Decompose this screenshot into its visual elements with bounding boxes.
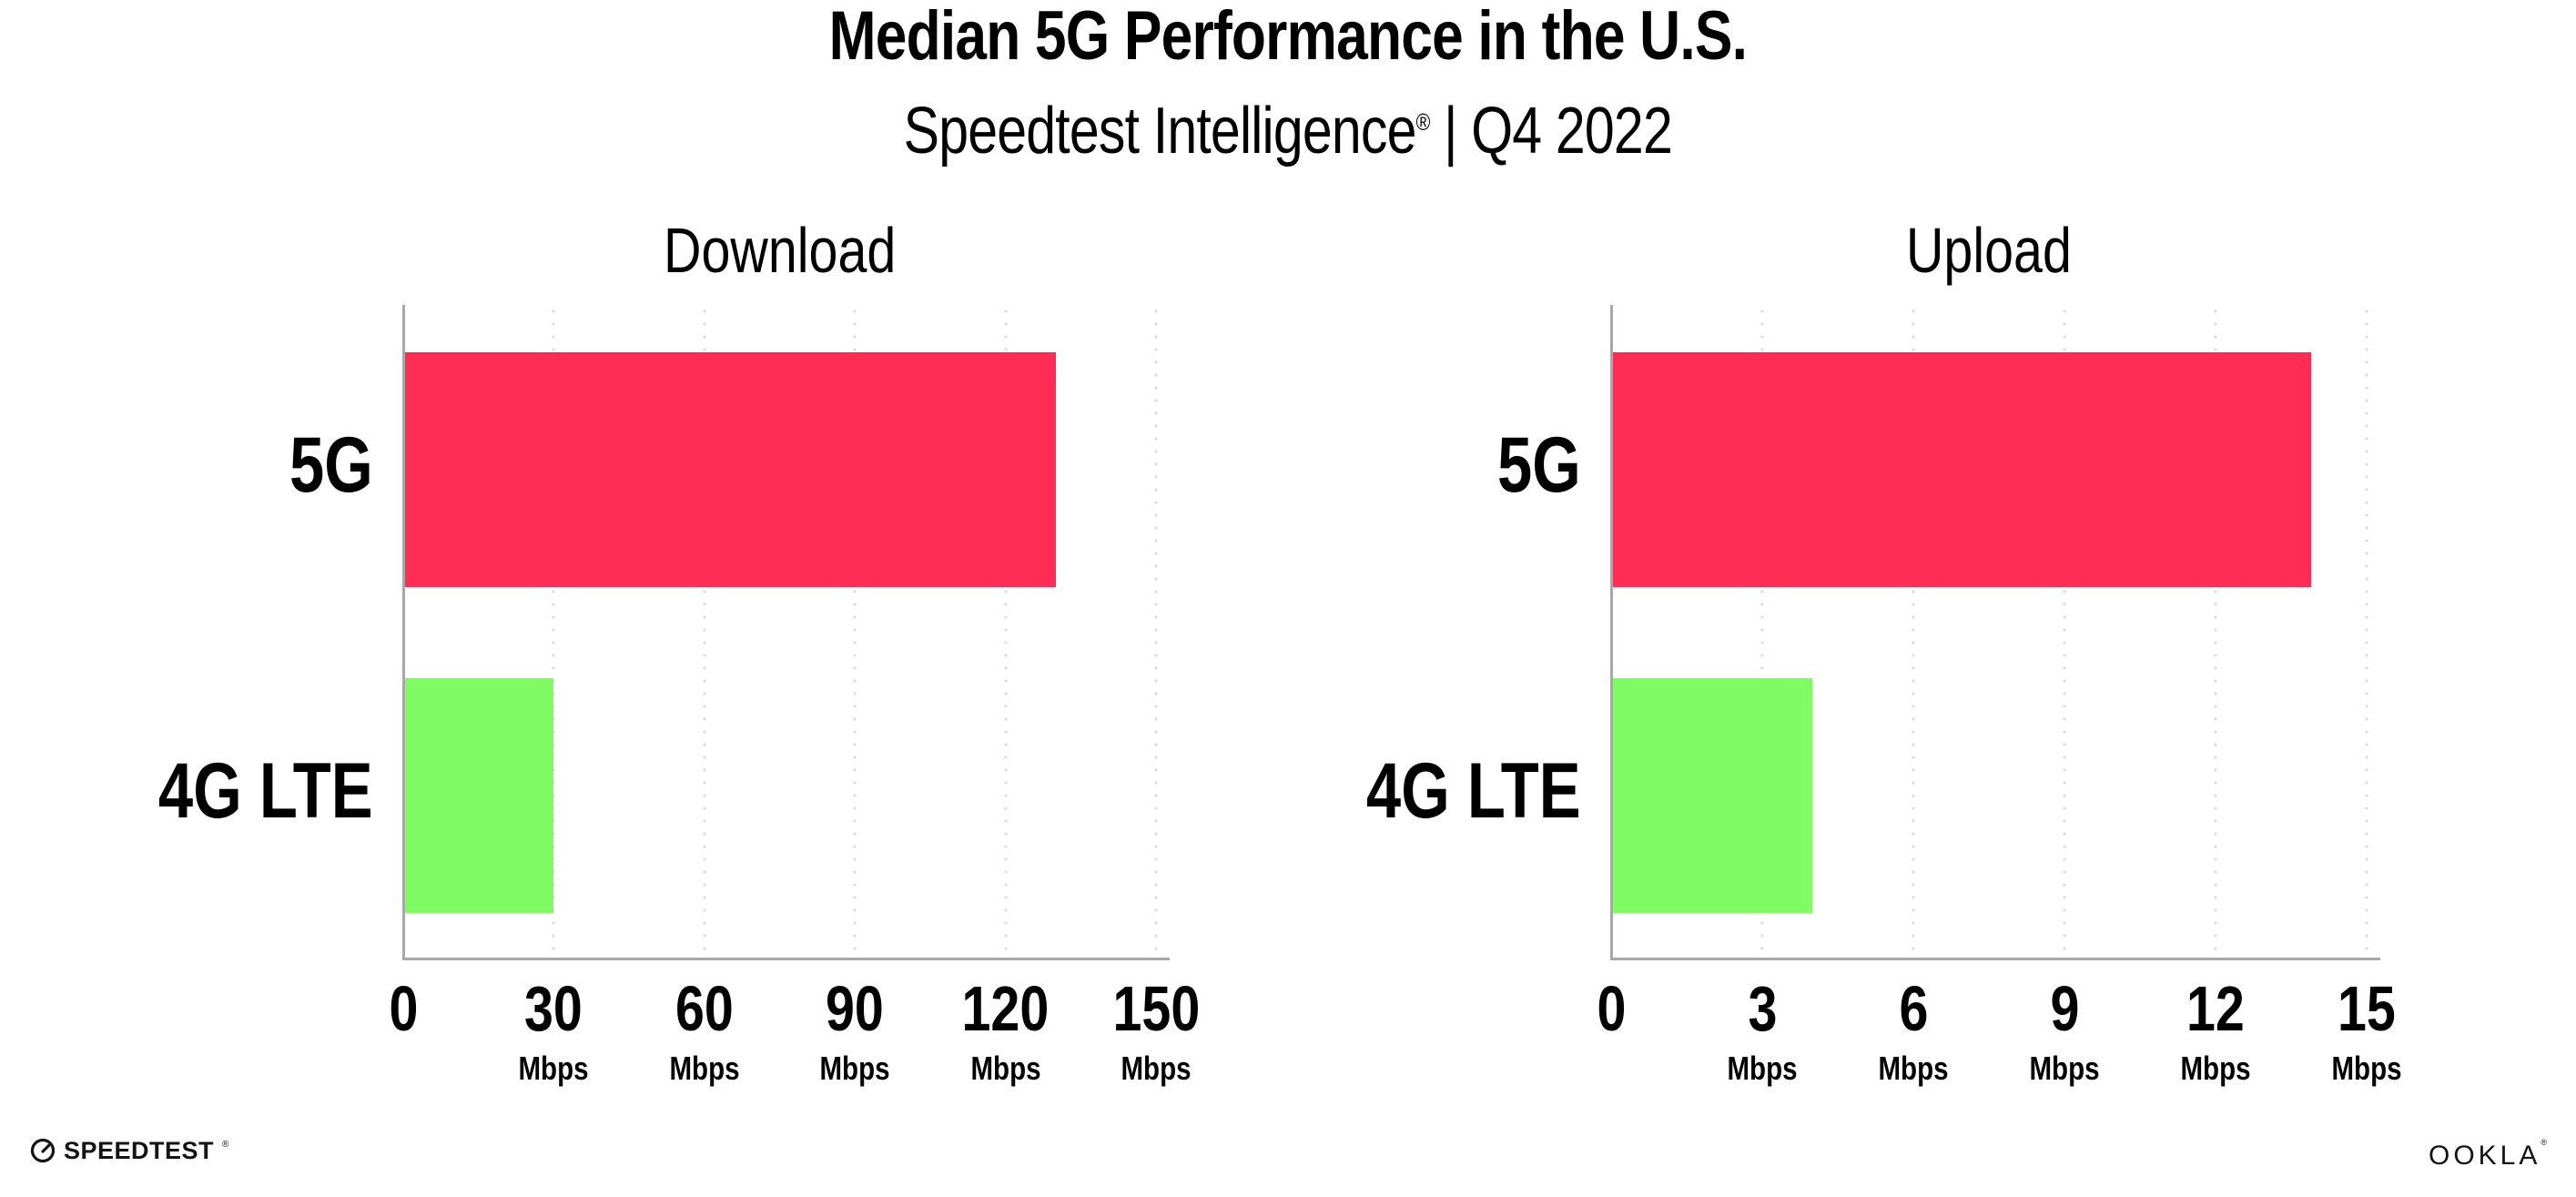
gridline [2214, 305, 2217, 959]
y-axis-spine [1610, 305, 1613, 959]
tick-unit-text: Mbps [2180, 1050, 2251, 1087]
tick-value: 15 [2230, 977, 2503, 1040]
tick-value: 90 [718, 977, 991, 1040]
x-axis-line [402, 958, 1170, 960]
speedtest-wordmark: SPEEDTEST [64, 1136, 215, 1164]
tick-unit: Mbps [869, 1052, 1142, 1085]
category-label-4g-lte: 4G LTE [105, 752, 373, 830]
figure-subtitle: Speedtest Intelligence® | Q4 2022 [0, 98, 2576, 164]
tick-value: 120 [869, 977, 1142, 1040]
tick-unit-text: Mbps [1878, 1050, 1949, 1087]
gridline [2063, 305, 2066, 959]
category-label-text: 4G LTE [158, 747, 373, 835]
gridline [2365, 305, 2368, 959]
category-label-5g: 5G [269, 426, 373, 504]
subtitle-brand: Speedtest Intelligence [903, 95, 1417, 167]
category-label-5g: 5G [1476, 426, 1581, 504]
tick-unit-text: Mbps [2331, 1050, 2402, 1087]
chart-title: Download [403, 218, 1156, 282]
4g-lte-bar [1611, 678, 1813, 913]
category-label-text: 5G [289, 421, 373, 509]
tick-unit-text: Mbps [2029, 1050, 2100, 1087]
speedtest-gauge-icon [30, 1138, 56, 1163]
figure-title-text: Median 5G Performance in the U.S. [828, 0, 1748, 75]
tick-unit-text: Mbps [1121, 1050, 1192, 1087]
x-axis-line [1610, 958, 2380, 960]
tick-value: 3 [1626, 977, 1899, 1040]
4g-lte-bar [403, 678, 554, 913]
tick-value-text: 0 [1597, 973, 1626, 1044]
ookla-wordmark: OOKLA [2428, 1141, 2541, 1171]
tick-unit-text: Mbps [970, 1050, 1041, 1087]
chart-title-text: Download [663, 215, 897, 286]
figure-subtitle-text: Speedtest Intelligence® | Q4 2022 [903, 95, 1673, 167]
tick-value-text: 3 [1748, 973, 1777, 1044]
5g-bar [403, 352, 1056, 587]
category-label-text: 5G [1497, 421, 1581, 509]
tick-unit: Mbps [2230, 1052, 2503, 1085]
tick-unit: Mbps [568, 1052, 841, 1085]
subtitle-quarter: | Q4 2022 [1429, 95, 1673, 167]
tick-value: 150 [1019, 977, 1293, 1040]
tick-unit: Mbps [2079, 1052, 2352, 1085]
gridline [1912, 305, 1915, 959]
tick-value: 12 [2079, 977, 2352, 1040]
tick-unit: Mbps [417, 1052, 690, 1085]
tick-value-text: 30 [524, 973, 583, 1044]
category-label-4g-lte: 4G LTE [1313, 752, 1581, 830]
upload-chart: Upload 5G 4G LTE 0 3 Mbps 6 Mbps 9 Mbps 12 Mbps 15 Mb… [1366, 218, 2401, 1085]
tick-value-text: 15 [2338, 973, 2396, 1044]
ookla-logo: OOKLA® [2428, 1139, 2547, 1171]
tick-value-text: 60 [674, 973, 734, 1044]
gridline [1003, 305, 1008, 959]
category-label-text: 4G LTE [1366, 747, 1581, 835]
tick-value-text: 6 [1899, 973, 1928, 1044]
speedtest-registered-icon: ® [222, 1139, 229, 1150]
tick-unit: Mbps [1626, 1052, 1899, 1085]
tick-unit: Mbps [1928, 1052, 2201, 1085]
tick-value-text: 9 [2050, 973, 2079, 1044]
5g-bar [1611, 352, 2312, 587]
gridline [1154, 305, 1158, 959]
speedtest-logo: SPEEDTEST ® [30, 1138, 228, 1163]
tick-value: 0 [1475, 977, 1748, 1040]
tick-value: 0 [267, 977, 540, 1040]
y-axis-spine [402, 305, 405, 959]
tick-unit-text: Mbps [518, 1050, 589, 1087]
tick-value: 6 [1777, 977, 2050, 1040]
gridline [853, 305, 857, 959]
gridline [1760, 305, 1764, 959]
tick-unit-text: Mbps [669, 1050, 740, 1087]
gridline [702, 305, 706, 959]
tick-unit: Mbps [1777, 1052, 2050, 1085]
gridline [552, 305, 556, 959]
download-chart: Download 5G 4G LTE 0 30 Mbps 60 Mbps 90 Mbps 120 Mb… [158, 218, 1200, 1085]
ookla-registered-icon: ® [2541, 1138, 2547, 1147]
tick-value-text: 120 [961, 973, 1050, 1044]
figure-title: Median 5G Performance in the U.S. [0, 2, 2576, 71]
tick-unit-text: Mbps [819, 1050, 890, 1087]
tick-value: 60 [568, 977, 841, 1040]
chart-title-text: Upload [1906, 215, 2072, 286]
tick-unit: Mbps [718, 1052, 991, 1085]
tick-value-text: 90 [826, 973, 885, 1044]
tick-value: 9 [1928, 977, 2201, 1040]
tick-value: 30 [417, 977, 690, 1040]
tick-unit: Mbps [1019, 1052, 1293, 1085]
tick-unit-text: Mbps [1727, 1050, 1798, 1087]
chart-title: Upload [1611, 218, 2367, 282]
tick-value-text: 12 [2186, 973, 2245, 1044]
tick-value-text: 150 [1112, 973, 1200, 1044]
tick-value-text: 0 [389, 973, 418, 1044]
registered-mark-icon: ® [1415, 108, 1431, 136]
